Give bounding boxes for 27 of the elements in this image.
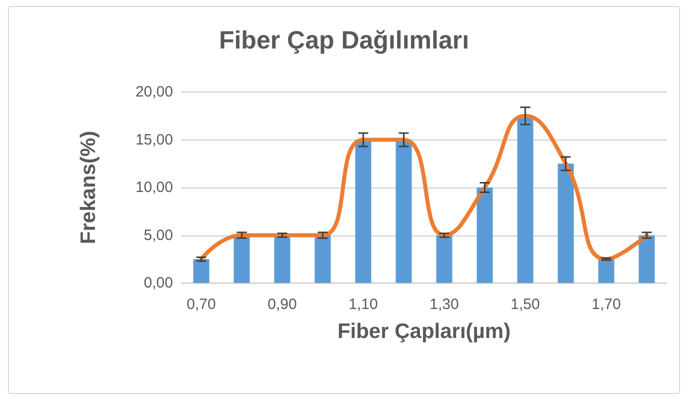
line-series [199, 114, 649, 262]
bar [314, 235, 331, 283]
bar [234, 235, 250, 283]
x-tick-label: 1,30 [430, 296, 459, 313]
y-tick-label: 0,00 [144, 274, 173, 292]
x-tick-label: 0,70 [186, 296, 216, 313]
x-tick-label: 1,10 [348, 296, 378, 313]
bar [558, 164, 574, 283]
x-tick-label: 0,90 [268, 296, 297, 313]
bar [436, 235, 452, 283]
y-tick-label: 15,00 [135, 131, 173, 148]
x-tick-label: 1,70 [592, 296, 621, 313]
bar [476, 188, 493, 283]
bar [274, 235, 290, 283]
bar [193, 259, 210, 283]
y-tick-label: 10,00 [135, 179, 173, 196]
bar [598, 259, 614, 283]
y-axis-title: Frekans(%) [77, 130, 100, 244]
chart-title: Fiber Çap Dağılımları [218, 26, 470, 54]
x-axis-title: Fiber Çapları(µm) [337, 320, 511, 343]
bar [355, 140, 372, 283]
bar [517, 116, 534, 283]
y-tick-label: 5,00 [144, 226, 173, 244]
x-tick-label: 1,50 [510, 296, 540, 313]
y-tick-label: 20,00 [135, 84, 173, 100]
bar [638, 235, 655, 283]
bar [396, 140, 412, 283]
